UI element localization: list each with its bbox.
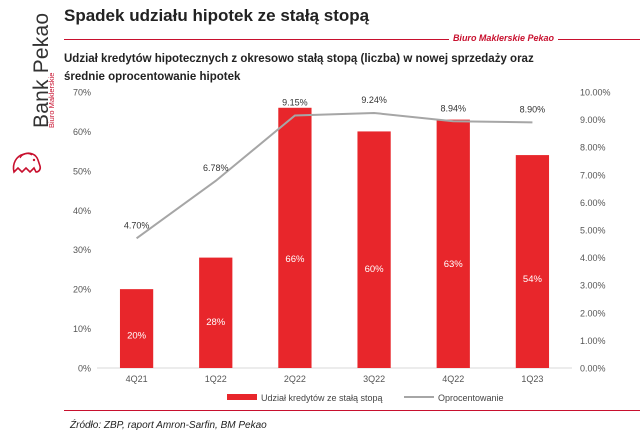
y-left-tick-label: 20% xyxy=(73,285,91,295)
y-right-tick-label: 2.00% xyxy=(580,308,606,318)
bar-value-label: 54% xyxy=(523,274,543,285)
sidebar: Bank Pekao Biuro Maklerskie xyxy=(0,0,56,437)
brand-logo: Bank Pekao Biuro Maklerskie xyxy=(2,10,56,190)
y-right-tick-label: 6.00% xyxy=(580,198,606,208)
y-right-tick-label: 10.00% xyxy=(580,88,611,98)
bar-value-label: 28% xyxy=(206,317,226,328)
bison-emblem-icon xyxy=(12,152,42,174)
line-value-label: 9.15% xyxy=(282,97,308,107)
y-left-tick-label: 10% xyxy=(73,324,91,334)
legend-swatch-bars xyxy=(227,394,257,400)
legend-label-bars: Udział kredytów ze stałą stopą xyxy=(261,393,383,403)
company-label: Biuro Maklerskie Pekao xyxy=(448,33,558,43)
header-divider xyxy=(64,39,640,40)
bar-value-label: 63% xyxy=(444,259,464,270)
x-tick-label: 4Q21 xyxy=(126,374,148,384)
y-left-tick-label: 30% xyxy=(73,245,91,255)
line-value-label: 6.78% xyxy=(203,163,229,173)
chart: 0% 10% 20% 30% 40% 50% 60% 70% 0.00% 1.00% 2.00% 3.… xyxy=(73,88,611,404)
y-right-tick-label: 8.00% xyxy=(580,143,606,153)
y-right-tick-label: 4.00% xyxy=(580,253,606,263)
line-series xyxy=(135,111,533,240)
bar-value-label: 60% xyxy=(365,264,385,275)
y-left-tick-label: 40% xyxy=(73,206,91,216)
y-left-tick-label: 70% xyxy=(73,88,91,98)
y-right-tick-label: 0.00% xyxy=(580,364,606,374)
line-value-label: 8.90% xyxy=(520,104,546,114)
line-value-label: 4.70% xyxy=(124,220,150,230)
line-value-label: 9.24% xyxy=(361,95,387,105)
bar xyxy=(119,289,154,368)
bar xyxy=(278,107,312,369)
x-tick-label: 2Q22 xyxy=(284,374,306,384)
bar xyxy=(436,119,470,368)
y-right-tick-label: 3.00% xyxy=(580,281,606,291)
y-right-tick-label: 1.00% xyxy=(580,336,606,346)
legend-label-line: Oprocentowanie xyxy=(438,393,504,403)
footer-divider xyxy=(64,410,640,411)
bar xyxy=(357,131,391,368)
x-tick-label: 1Q23 xyxy=(521,374,543,384)
y-right-tick-label: 5.00% xyxy=(580,226,606,236)
line-value-label: 8.94% xyxy=(440,103,466,113)
y-right-tick-label: 7.00% xyxy=(580,170,606,180)
x-tick-label: 4Q22 xyxy=(442,374,464,384)
page-title: Spadek udziału hipotek ze stałą stopą xyxy=(64,6,370,25)
y-left-tick-label: 50% xyxy=(73,166,91,176)
bar xyxy=(199,257,233,368)
bar-value-label: 20% xyxy=(127,330,147,341)
y-left-tick-label: 60% xyxy=(73,127,91,137)
bar xyxy=(515,155,550,368)
chart-title: Udział kredytów hipotecznych z okresowo … xyxy=(64,53,534,83)
x-tick-label: 1Q22 xyxy=(205,374,227,384)
y-right-tick-label: 9.00% xyxy=(580,115,606,125)
bar-value-label: 66% xyxy=(285,254,305,265)
y-left-tick-label: 0% xyxy=(78,364,91,374)
x-tick-label: 3Q22 xyxy=(363,374,385,384)
source-note: Źródło: ZBP, raport Amron-Sarfin, BM Pek… xyxy=(70,420,267,431)
